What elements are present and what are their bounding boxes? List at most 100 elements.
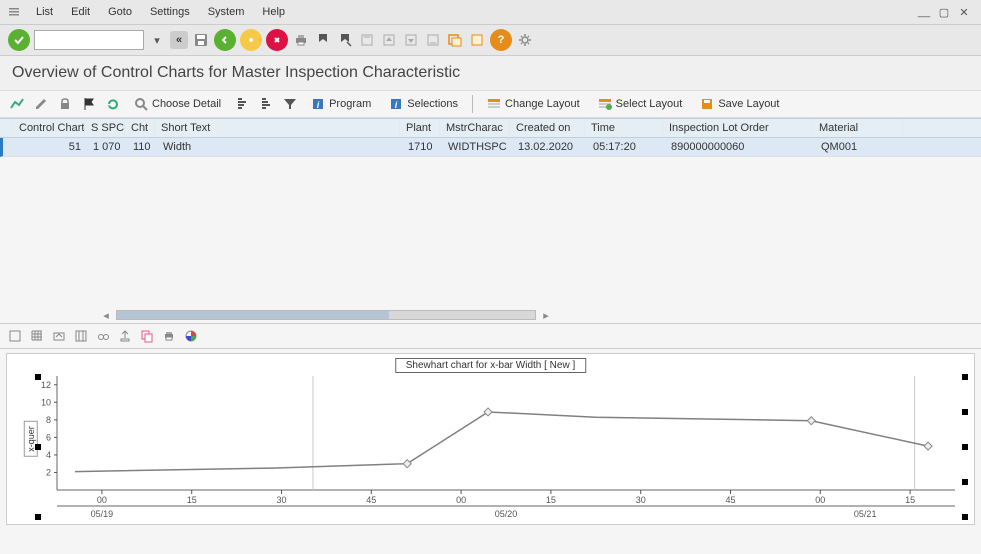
col-material[interactable]: Material	[813, 119, 903, 137]
chart-tool-grid-icon[interactable]	[28, 327, 46, 345]
svg-text:45: 45	[366, 495, 376, 505]
control-chart: Shewhart chart for x-bar Width [ New ] x…	[6, 353, 975, 525]
save-icon[interactable]	[192, 31, 210, 49]
chart-tool-table-icon[interactable]	[72, 327, 90, 345]
svg-text:30: 30	[636, 495, 646, 505]
chart-tool-glasses-icon[interactable]	[94, 327, 112, 345]
svg-text:15: 15	[187, 495, 197, 505]
main-toolbar: ▾ « ?	[0, 25, 981, 56]
back-button[interactable]	[214, 29, 236, 51]
page-up-icon[interactable]	[380, 31, 398, 49]
chart-toolbar	[0, 323, 981, 349]
chart-tool-print-icon[interactable]	[160, 327, 178, 345]
dropdown-icon[interactable]: ▾	[148, 31, 166, 49]
table-row[interactable]: 51 1 070 110 Width 1710 WIDTHSPC 13.02.2…	[0, 138, 981, 157]
help-button[interactable]: ?	[490, 29, 512, 51]
enter-button[interactable]	[8, 29, 30, 51]
menu-settings[interactable]: Settings	[142, 4, 198, 20]
cell-ilo: 890000000060	[665, 138, 815, 156]
flag-icon[interactable]	[80, 95, 98, 113]
col-plant[interactable]: Plant	[400, 119, 440, 137]
sort-desc-icon[interactable]	[257, 95, 275, 113]
col-short-text[interactable]: Short Text	[155, 119, 400, 137]
menu-goto[interactable]: Goto	[100, 4, 140, 20]
cell-material: QM001	[815, 138, 905, 156]
scroll-right-icon[interactable]: ▸	[540, 309, 552, 321]
choose-detail-button[interactable]: Choose Detail	[128, 95, 227, 113]
find-next-icon[interactable]	[336, 31, 354, 49]
scroll-left-icon[interactable]: ◂	[100, 309, 112, 321]
page-last-icon[interactable]	[424, 31, 442, 49]
svg-text:15: 15	[546, 495, 556, 505]
menu-edit[interactable]: Edit	[63, 4, 98, 20]
svg-text:00: 00	[456, 495, 466, 505]
scroll-track[interactable]	[116, 310, 536, 320]
filter-icon[interactable]	[281, 95, 299, 113]
svg-text:45: 45	[725, 495, 735, 505]
save-layout-label: Save Layout	[718, 98, 779, 110]
program-button[interactable]: iProgram	[305, 95, 377, 113]
svg-text:05/21: 05/21	[854, 509, 877, 519]
grid-empty-area	[0, 157, 981, 307]
svg-text:10: 10	[41, 397, 51, 407]
cell-status	[3, 138, 15, 156]
save-layout-button[interactable]: Save Layout	[694, 95, 785, 113]
app-toolbar: Choose Detail iProgram iSelections Chang…	[0, 90, 981, 118]
cell-mstr: WIDTHSPC	[442, 138, 512, 156]
svg-text:6: 6	[46, 432, 51, 442]
svg-text:05/20: 05/20	[495, 509, 518, 519]
cell-short-text: Width	[157, 138, 402, 156]
chart-tool-export-icon[interactable]	[116, 327, 134, 345]
svg-text:4: 4	[46, 450, 51, 460]
change-layout-button[interactable]: Change Layout	[481, 95, 586, 113]
col-created-on[interactable]: Created on	[510, 119, 585, 137]
horizontal-scrollbar[interactable]: ◂ ▸	[0, 307, 981, 323]
cell-cht: 110	[127, 138, 157, 156]
col-mstr[interactable]: MstrCharac	[440, 119, 510, 137]
col-sspc[interactable]: S SPC	[85, 119, 125, 137]
chart-tool-copy-icon[interactable]	[138, 327, 156, 345]
maximize-icon[interactable]: ▢	[937, 5, 951, 19]
menu-list[interactable]: List	[28, 4, 61, 20]
find-icon[interactable]	[314, 31, 332, 49]
edit-icon[interactable]	[32, 95, 50, 113]
command-field[interactable]	[34, 30, 144, 50]
choose-detail-label: Choose Detail	[152, 98, 221, 110]
svg-text:00: 00	[815, 495, 825, 505]
refresh-icon[interactable]	[104, 95, 122, 113]
cell-plant: 1710	[402, 138, 442, 156]
chart-line-icon[interactable]	[8, 95, 26, 113]
menu-help[interactable]: Help	[254, 4, 293, 20]
col-control-chart[interactable]: Control Chart	[13, 119, 85, 137]
exit-button[interactable]	[240, 29, 262, 51]
collapse-button[interactable]: «	[170, 31, 188, 49]
change-layout-label: Change Layout	[505, 98, 580, 110]
new-session-icon[interactable]	[446, 31, 464, 49]
print-icon[interactable]	[292, 31, 310, 49]
cancel-button[interactable]	[266, 29, 288, 51]
select-layout-button[interactable]: Select Layout	[592, 95, 689, 113]
program-label: Program	[329, 98, 371, 110]
cell-time: 05:17:20	[587, 138, 665, 156]
sort-asc-icon[interactable]	[233, 95, 251, 113]
close-icon[interactable]: ✕	[957, 5, 971, 19]
customize-icon[interactable]	[516, 31, 534, 49]
svg-text:30: 30	[276, 495, 286, 505]
chart-tool-color-icon[interactable]	[182, 327, 200, 345]
page-down-icon[interactable]	[402, 31, 420, 49]
chart-tool-1-icon[interactable]	[6, 327, 24, 345]
scroll-thumb[interactable]	[117, 311, 389, 319]
chart-tool-zoom-icon[interactable]	[50, 327, 68, 345]
sap-menu-icon[interactable]	[8, 6, 20, 18]
col-time[interactable]: Time	[585, 119, 663, 137]
shortcut-icon[interactable]	[468, 31, 486, 49]
selections-button[interactable]: iSelections	[383, 95, 464, 113]
lock-icon[interactable]	[56, 95, 74, 113]
col-status[interactable]	[0, 119, 13, 137]
minimize-icon[interactable]: __	[917, 5, 931, 19]
page-first-icon[interactable]	[358, 31, 376, 49]
col-inspection-lot[interactable]: Inspection Lot Order	[663, 119, 813, 137]
col-cht[interactable]: Cht	[125, 119, 155, 137]
menu-system[interactable]: System	[200, 4, 253, 20]
page-title: Overview of Control Charts for Master In…	[0, 56, 981, 90]
